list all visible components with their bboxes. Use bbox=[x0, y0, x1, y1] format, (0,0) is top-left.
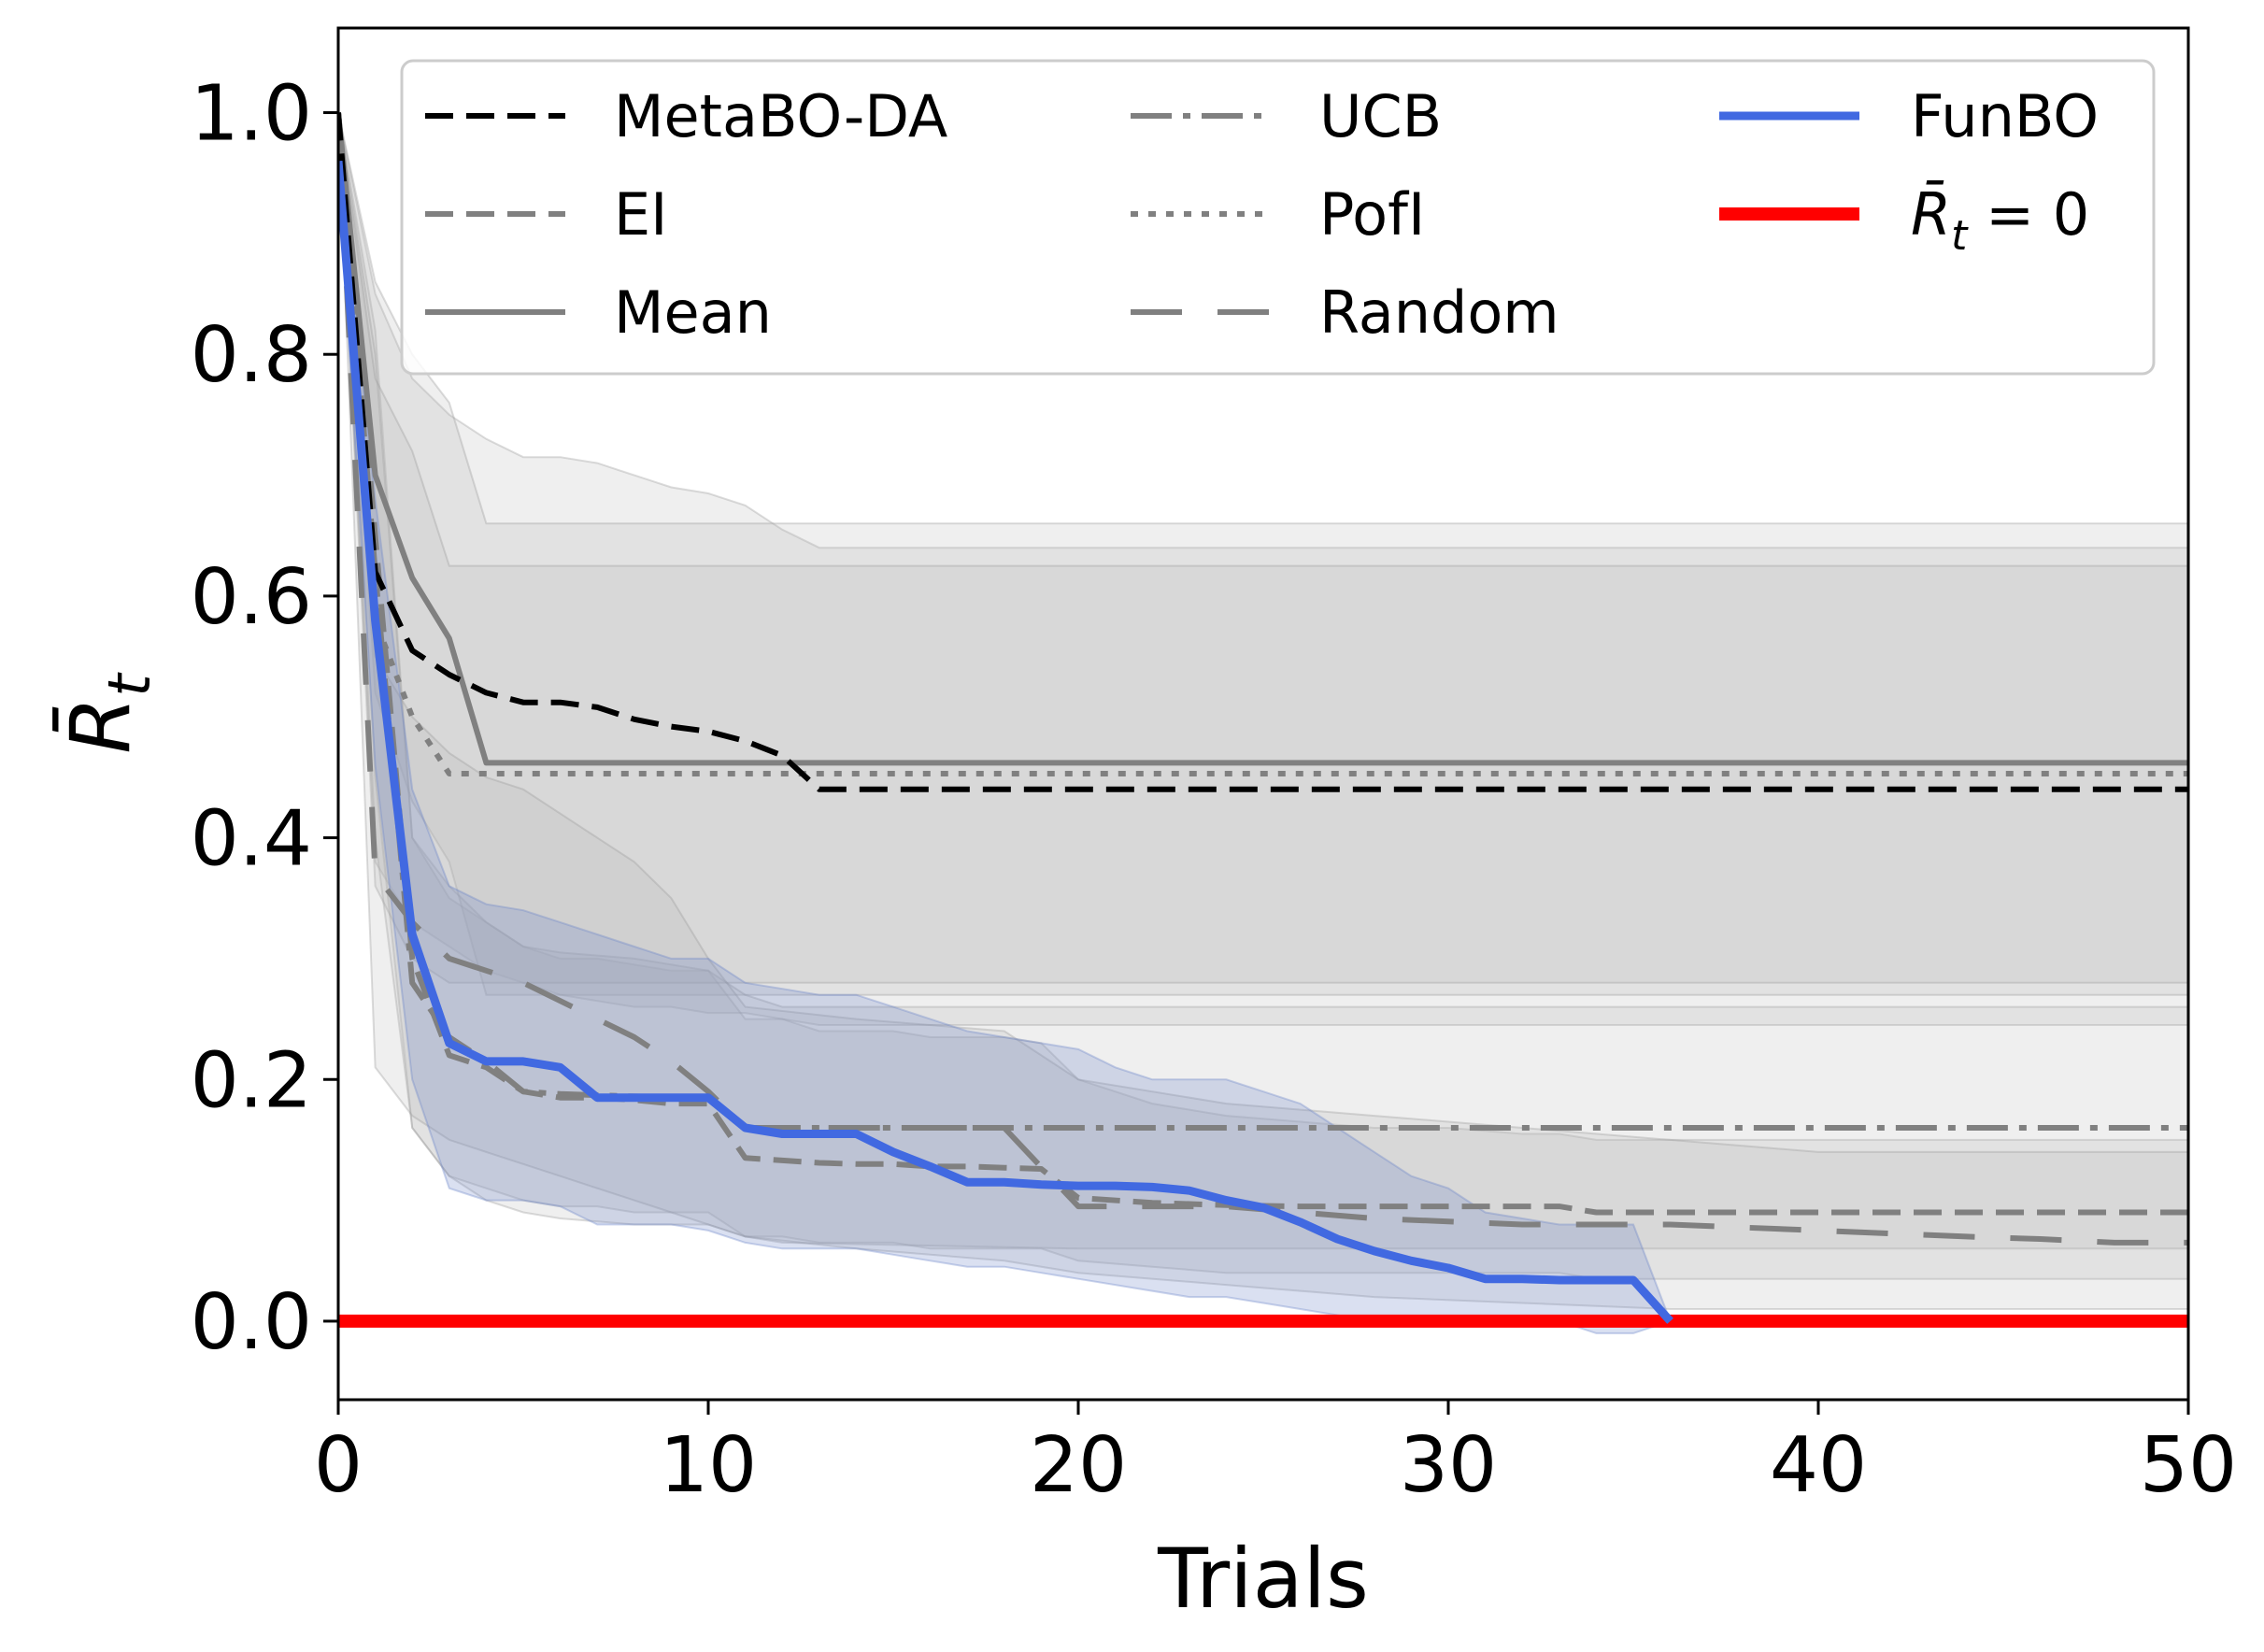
legend-label: FunBO bbox=[1911, 82, 2099, 150]
series-line-mean bbox=[338, 112, 2188, 766]
legend-label: EI bbox=[614, 180, 667, 249]
x-tick-label: 40 bbox=[1770, 1421, 1867, 1510]
y-tick-label: 1.0 bbox=[191, 70, 312, 159]
series-line-ei bbox=[338, 112, 2188, 1216]
series-line-funbo bbox=[338, 160, 1673, 1324]
x-tick-label: 20 bbox=[1030, 1421, 1127, 1510]
x-tick-label: 50 bbox=[2140, 1421, 2237, 1510]
legend-box bbox=[400, 59, 2156, 376]
x-axis-label: Trials bbox=[1157, 1531, 1369, 1627]
series-line-metabo-da bbox=[338, 112, 2188, 792]
legend-label: MetaBO-DA bbox=[614, 82, 947, 150]
y-tick-label: 0.6 bbox=[191, 553, 312, 642]
legend-label: UCB bbox=[1319, 82, 1442, 150]
y-axis-label-subscript: t bbox=[95, 672, 164, 697]
svg-text:R̄t: R̄t bbox=[52, 672, 164, 754]
legend-label: Random bbox=[1319, 278, 1559, 347]
band-ei bbox=[338, 112, 2188, 1280]
y-axis-label-main: R̄ bbox=[52, 697, 149, 754]
y-tick-label: 0.4 bbox=[191, 795, 312, 884]
band-metabo-da bbox=[338, 112, 2188, 1026]
band-ucb bbox=[338, 112, 2188, 1250]
y-tick-label: 0.2 bbox=[191, 1036, 312, 1125]
x-axis: 0 10 20 30 40 50 bbox=[314, 1400, 2237, 1510]
series-line-pofi bbox=[338, 112, 2188, 776]
x-tick-label: 30 bbox=[1400, 1421, 1497, 1510]
band-random bbox=[338, 112, 2188, 1310]
x-tick-label: 0 bbox=[314, 1421, 363, 1510]
plot-frame bbox=[336, 26, 2190, 1402]
legend: MetaBO-DA EI Mean UCB PofI Random FunBO R̄t = 0 bbox=[400, 59, 2156, 376]
legend-label: R̄t = 0 bbox=[1911, 180, 2089, 260]
legend-label: PofI bbox=[1319, 180, 1425, 249]
y-axis-label: R̄t bbox=[52, 672, 164, 754]
y-tick-label: 0.8 bbox=[191, 311, 312, 400]
y-axis: 0.0 0.2 0.4 0.6 0.8 1.0 bbox=[191, 70, 338, 1367]
legend-label: Mean bbox=[614, 278, 772, 347]
y-tick-label: 0.0 bbox=[191, 1278, 312, 1367]
x-tick-label: 10 bbox=[660, 1421, 757, 1510]
series-line-random bbox=[338, 112, 2188, 1246]
series-lines bbox=[338, 112, 2188, 1328]
